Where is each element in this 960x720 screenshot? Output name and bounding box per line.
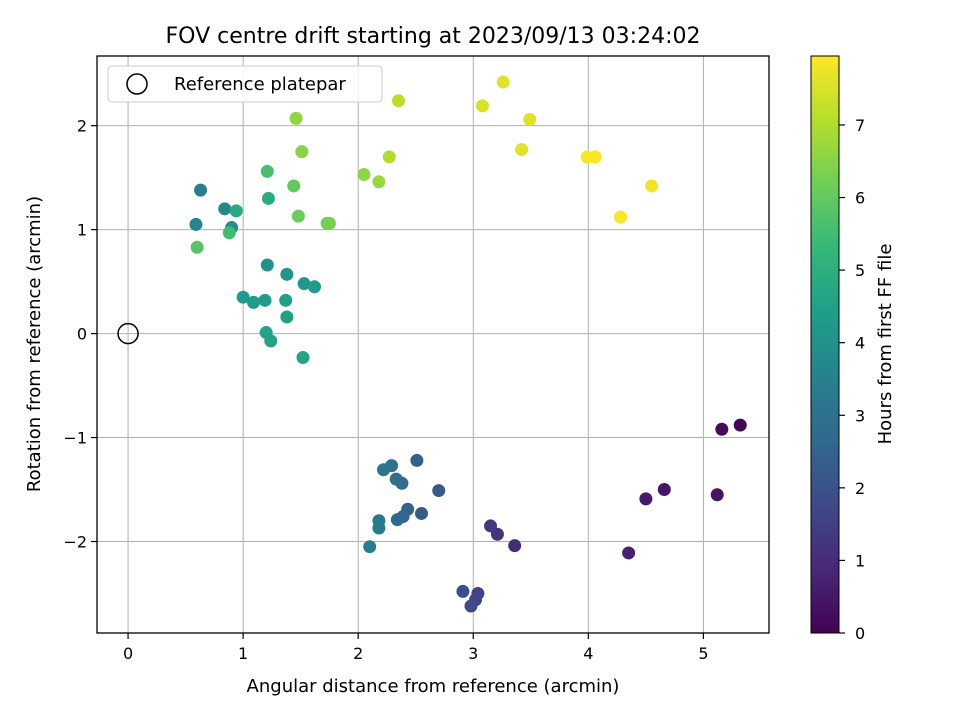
- legend-open-circle-icon: [126, 73, 148, 95]
- data-point: [432, 484, 446, 498]
- data-point: [261, 191, 275, 205]
- data-point: [414, 506, 428, 520]
- data-point: [614, 210, 628, 224]
- colorbar: 0 1 2 3 4 5 6 7 Hours from first FF file: [810, 55, 896, 643]
- colorbar-tick-label: 5: [855, 261, 865, 280]
- grid: [97, 56, 769, 633]
- y-tick-label: −2: [63, 533, 87, 552]
- data-point: [410, 453, 424, 467]
- data-point: [236, 290, 250, 304]
- y-tick-label: 1: [77, 221, 87, 240]
- x-tick-label: 2: [353, 644, 363, 663]
- x-tick-label: 5: [698, 644, 708, 663]
- data-point: [588, 150, 602, 164]
- x-tick-label: 0: [123, 644, 133, 663]
- y-axis-label: Rotation from reference (arcmin): [24, 196, 45, 492]
- data-point: [295, 145, 309, 159]
- data-point: [508, 539, 522, 553]
- data-point: [710, 488, 724, 502]
- data-point: [287, 179, 301, 193]
- data-point: [389, 472, 403, 486]
- colorbar-gradient: [810, 55, 840, 634]
- data-point: [258, 293, 272, 307]
- data-point: [357, 168, 371, 182]
- data-point: [372, 175, 386, 189]
- data-point: [280, 267, 294, 281]
- data-point: [622, 546, 636, 560]
- data-point: [390, 513, 404, 527]
- data-point: [372, 521, 386, 535]
- colorbar-tick-label: 6: [855, 189, 865, 208]
- data-point: [194, 183, 208, 197]
- chart-title: FOV centre drift starting at 2023/09/13 …: [166, 24, 701, 49]
- data-point: [280, 310, 294, 324]
- colorbar-ticks: 0 1 2 3 4 5 6 7: [839, 116, 865, 643]
- data-point: [307, 280, 321, 294]
- data-point: [715, 422, 729, 436]
- data-point: [377, 463, 391, 477]
- reference-platepar-point: [117, 322, 139, 345]
- data-point: [291, 209, 305, 223]
- data-point: [289, 111, 303, 125]
- data-point: [456, 584, 470, 598]
- legend-entry-reference: Reference platepar: [174, 74, 346, 95]
- data-point: [246, 295, 260, 309]
- data-point: [260, 258, 274, 272]
- colorbar-tick-label: 4: [855, 334, 865, 353]
- data-point: [464, 599, 478, 613]
- data-point: [484, 519, 498, 533]
- colorbar-tick-label: 3: [855, 406, 865, 425]
- x-tick-label: 1: [238, 644, 248, 663]
- data-point: [475, 99, 489, 113]
- y-axis-ticks: −2 −1 0 1 2: [63, 117, 97, 552]
- y-tick-label: −1: [63, 429, 87, 448]
- x-tick-label: 3: [468, 644, 478, 663]
- colorbar-tick-label: 0: [855, 624, 865, 643]
- data-point: [733, 418, 747, 432]
- data-point: [523, 112, 537, 126]
- data-point: [218, 202, 232, 216]
- data-point: [260, 164, 274, 178]
- colorbar-tick-label: 2: [855, 479, 865, 498]
- y-tick-label: 0: [77, 325, 87, 344]
- colorbar-label: Hours from first FF file: [875, 244, 896, 445]
- legend-box: [107, 65, 383, 103]
- data-point: [279, 293, 293, 307]
- legend: Reference platepar: [107, 65, 383, 103]
- data-point: [515, 143, 529, 157]
- data-point: [496, 75, 510, 89]
- data-point: [391, 94, 405, 108]
- colorbar-tick-label: 7: [855, 116, 865, 135]
- data-point: [297, 277, 311, 291]
- data-point: [322, 216, 336, 230]
- x-tick-label: 4: [583, 644, 593, 663]
- x-axis-ticks: 0 1 2 3 4 5: [123, 633, 709, 663]
- data-point: [382, 150, 396, 164]
- data-point: [190, 240, 204, 254]
- data-point: [639, 492, 653, 506]
- reference-marker: [117, 322, 139, 345]
- data-point: [363, 540, 377, 554]
- plot-frame: [96, 55, 770, 634]
- data-point: [264, 334, 278, 348]
- data-point: [645, 179, 659, 193]
- data-point: [296, 350, 310, 364]
- y-tick-label: 2: [77, 117, 87, 136]
- data-points: [189, 75, 747, 613]
- data-point: [229, 204, 243, 218]
- x-axis-label: Angular distance from reference (arcmin): [247, 676, 620, 697]
- colorbar-tick-label: 1: [855, 551, 865, 570]
- data-point: [222, 226, 236, 240]
- data-point: [657, 483, 671, 497]
- data-point: [189, 217, 203, 231]
